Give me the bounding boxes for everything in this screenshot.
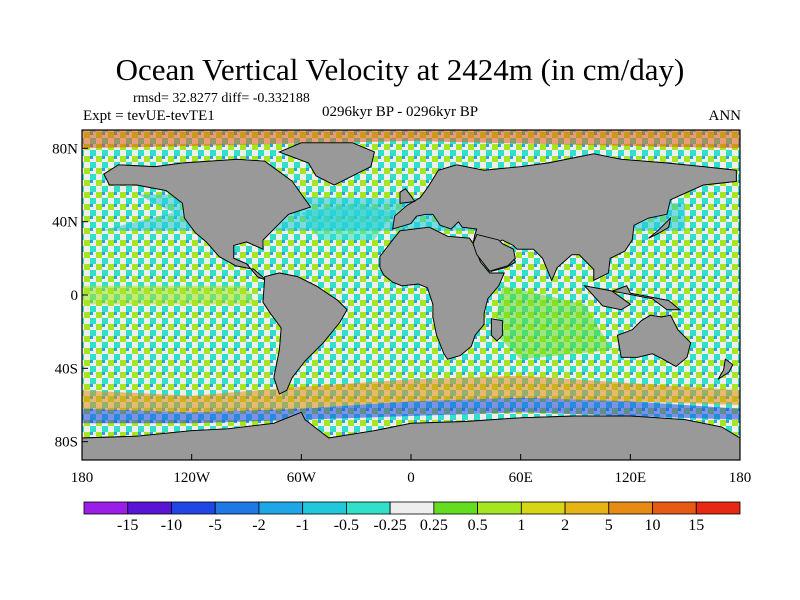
band-indian-ocean — [493, 285, 613, 360]
land-indonesia-overlay — [583, 285, 681, 311]
land-japan-overlay — [648, 216, 672, 239]
stats-text: rmsd= 32.8277 diff= -0.332188 — [133, 91, 310, 106]
season-text: ANN — [708, 108, 742, 124]
velocity-bands — [82, 130, 740, 460]
lat-tick-label: 80N — [52, 141, 78, 157]
band-southern-ocean-2 — [82, 397, 740, 424]
colorbar-label: -5 — [208, 517, 222, 534]
land-north-america-overlay — [103, 158, 312, 281]
land-madagascar-overlay — [490, 318, 503, 342]
colorbar-swatch — [477, 501, 522, 515]
colorbar-label: 0.25 — [419, 517, 448, 534]
colorbar-swatch — [433, 501, 479, 515]
colorbar-label: -0.25 — [373, 517, 407, 534]
lat-tick-label: 40S — [55, 361, 78, 377]
lon-tick-label: 0 — [407, 470, 415, 486]
colorbar-swatch — [345, 501, 391, 515]
land-greenland-overlay — [278, 142, 375, 186]
colorbar-swatch — [127, 501, 172, 515]
experiment-text: Expt = tevUE-tevTE1 — [83, 108, 215, 124]
land-antarctica-overlay — [82, 411, 740, 460]
colorbar-swatch — [83, 501, 129, 515]
colorbar-label: -10 — [160, 517, 183, 534]
land-uk-overlay — [399, 188, 416, 204]
period-text: 0296kyr BP - 0296kyr BP — [322, 104, 479, 120]
colorbar-label: -2 — [252, 517, 266, 534]
colorbar-swatch — [564, 501, 610, 515]
lat-tick-label: 80S — [55, 435, 78, 451]
lon-axis: 180 120W 60W 0 60E 120E 180 — [71, 454, 752, 486]
colorbar-label: 10 — [644, 517, 661, 534]
colorbar-swatch — [520, 501, 566, 515]
land-australia-overlay — [616, 314, 692, 368]
colorbar — [83, 501, 741, 515]
land-south-america-overlay — [262, 272, 348, 395]
colorbar-label: -15 — [117, 517, 139, 534]
colorbar-label: -1 — [295, 517, 310, 534]
land-arabia-overlay — [472, 233, 516, 272]
colorbar-label: -0.5 — [333, 517, 360, 534]
lat-tick-label: 40N — [52, 215, 78, 231]
colorbar-swatch — [214, 501, 260, 515]
colorbar-label: 1 — [517, 517, 526, 534]
lat-axis: 80N 40N 0 40S 80S — [52, 141, 88, 451]
colorbar-swatch — [389, 501, 435, 515]
colorbar-swatch — [695, 501, 741, 515]
land-new-zealand-overlay — [717, 358, 734, 380]
lon-tick-label: 180 — [71, 470, 94, 486]
colorbar-label: 0.5 — [467, 517, 488, 534]
map-title: Ocean Vertical Velocity at 2424m (in cm/… — [115, 52, 685, 87]
lat-tick-label: 0 — [71, 288, 79, 304]
lon-tick-label: 180 — [729, 470, 752, 486]
colorbar-swatch — [171, 501, 216, 515]
colorbar-label: 15 — [688, 517, 705, 534]
band-equatorial-pacific — [82, 285, 256, 305]
colorbar-label: 5 — [604, 517, 613, 534]
land-africa-overlay — [379, 226, 505, 360]
colorbar-swatch — [608, 501, 653, 515]
colorbar-label: 2 — [561, 517, 570, 534]
colorbar-swatch — [302, 501, 347, 515]
lon-tick-label: 60E — [509, 470, 533, 486]
lon-tick-label: 60W — [287, 470, 317, 486]
colorbar-swatch — [652, 501, 697, 515]
band-arctic — [82, 130, 740, 149]
band-southern-ocean-1 — [82, 375, 740, 413]
colorbar-swatch — [258, 501, 304, 515]
lon-tick-label: 120E — [614, 470, 646, 486]
lon-tick-label: 120W — [173, 470, 211, 486]
